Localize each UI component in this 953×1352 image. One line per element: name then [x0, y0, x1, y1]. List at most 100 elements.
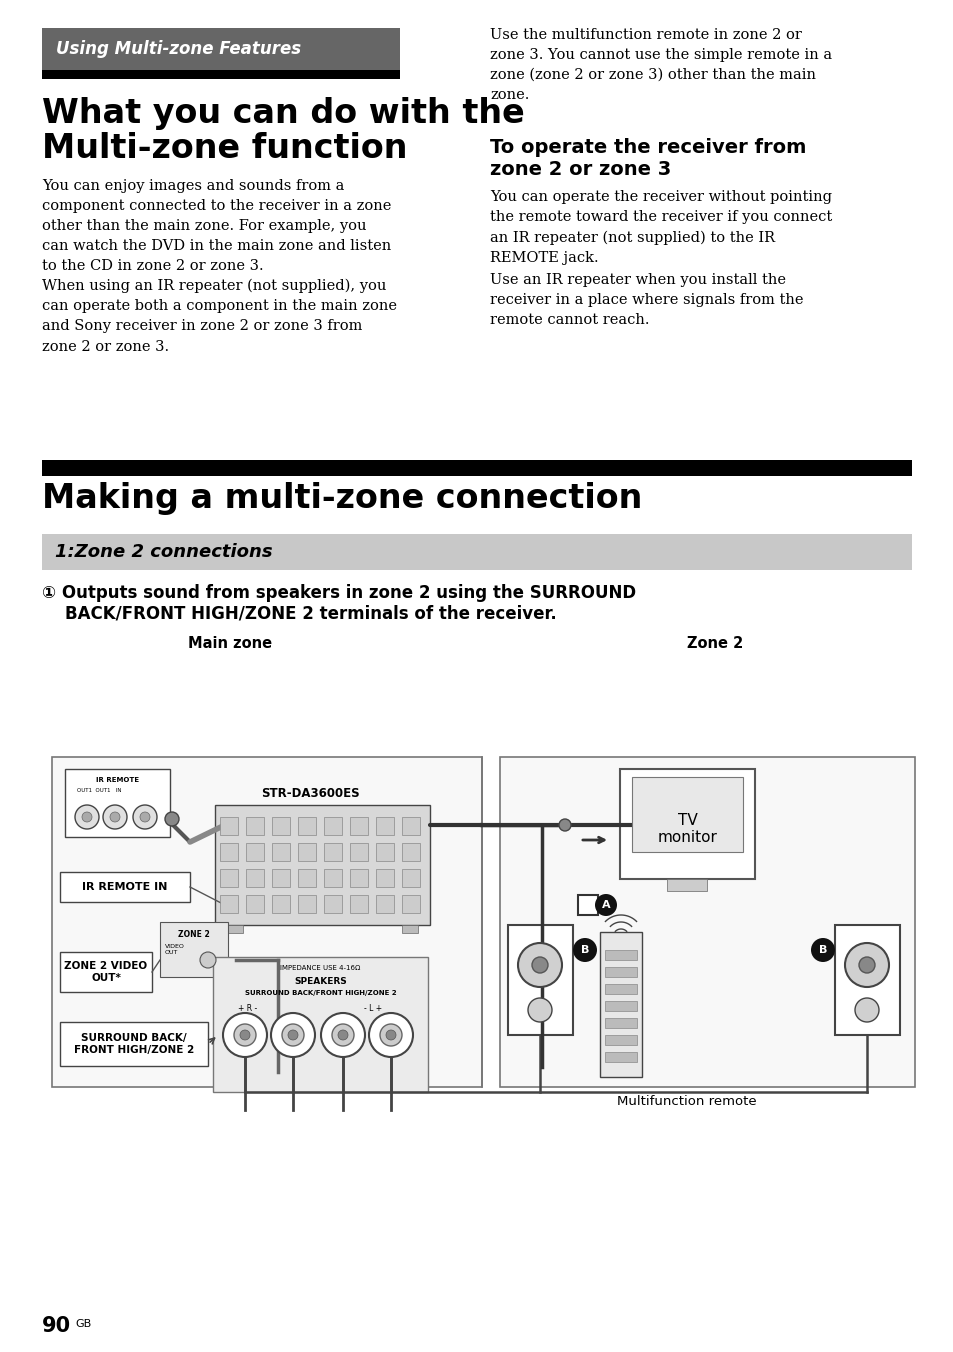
- Circle shape: [288, 1030, 297, 1040]
- Bar: [272, 895, 290, 913]
- Bar: [42, 534, 911, 571]
- Text: STR-DA3600ES: STR-DA3600ES: [260, 787, 359, 800]
- Text: SURROUND BACK/
FRONT HIGH/ZONE 2: SURROUND BACK/ FRONT HIGH/ZONE 2: [73, 1033, 193, 1055]
- Text: Use the multifunction remote in zone 2 or
zone 3. You cannot use the simple remo: Use the multifunction remote in zone 2 o…: [490, 28, 831, 103]
- Bar: [297, 869, 315, 887]
- Bar: [578, 895, 598, 915]
- Bar: [375, 895, 394, 913]
- Circle shape: [282, 1023, 304, 1046]
- Text: B: B: [818, 945, 826, 955]
- Bar: [60, 1022, 208, 1065]
- Bar: [604, 1018, 637, 1028]
- Circle shape: [337, 1030, 348, 1040]
- Text: You can enjoy images and sounds from a
component connected to the receiver in a : You can enjoy images and sounds from a c…: [42, 178, 391, 273]
- Text: 1:Zone 2 connections: 1:Zone 2 connections: [55, 544, 273, 561]
- Bar: [220, 869, 237, 887]
- Bar: [42, 460, 911, 476]
- Circle shape: [103, 804, 127, 829]
- Bar: [246, 817, 264, 836]
- Text: ZONE 2 VIDEO
OUT*: ZONE 2 VIDEO OUT*: [65, 961, 148, 983]
- Bar: [220, 895, 237, 913]
- Text: ZONE 2: ZONE 2: [178, 930, 210, 940]
- Bar: [324, 869, 341, 887]
- Text: Use an IR repeater when you install the
receiver in a place where signals from t: Use an IR repeater when you install the …: [490, 273, 802, 327]
- Bar: [350, 844, 368, 861]
- Circle shape: [320, 1013, 365, 1057]
- Bar: [324, 844, 341, 861]
- Circle shape: [240, 1030, 250, 1040]
- Bar: [42, 70, 399, 78]
- Text: 90: 90: [42, 1315, 71, 1336]
- Bar: [604, 984, 637, 994]
- Text: B: B: [580, 945, 589, 955]
- Bar: [272, 844, 290, 861]
- Circle shape: [595, 894, 617, 917]
- Bar: [350, 817, 368, 836]
- Circle shape: [140, 813, 150, 822]
- Bar: [220, 844, 237, 861]
- Bar: [246, 844, 264, 861]
- Bar: [350, 869, 368, 887]
- Text: zone 2 or zone 3: zone 2 or zone 3: [490, 160, 671, 178]
- Text: IR REMOTE: IR REMOTE: [96, 777, 139, 783]
- Bar: [604, 950, 637, 960]
- Bar: [214, 804, 430, 925]
- Bar: [604, 1000, 637, 1011]
- Bar: [604, 1052, 637, 1063]
- Text: IR REMOTE IN: IR REMOTE IN: [82, 882, 168, 892]
- Text: BACK/FRONT HIGH/ZONE 2 terminals of the receiver.: BACK/FRONT HIGH/ZONE 2 terminals of the …: [42, 604, 557, 622]
- Bar: [246, 869, 264, 887]
- Text: Zone 2: Zone 2: [686, 635, 742, 652]
- Text: Multi-zone function: Multi-zone function: [42, 132, 407, 165]
- Bar: [272, 869, 290, 887]
- Text: SURROUND BACK/FRONT HIGH/ZONE 2: SURROUND BACK/FRONT HIGH/ZONE 2: [244, 990, 395, 996]
- Circle shape: [573, 938, 597, 963]
- Bar: [60, 952, 152, 992]
- Bar: [65, 769, 170, 837]
- Circle shape: [110, 813, 120, 822]
- Bar: [666, 879, 706, 891]
- Circle shape: [82, 813, 91, 822]
- Circle shape: [517, 942, 561, 987]
- Bar: [834, 925, 899, 1036]
- Bar: [297, 844, 315, 861]
- Circle shape: [527, 998, 552, 1022]
- Bar: [401, 925, 417, 933]
- Bar: [499, 757, 914, 1087]
- Text: GB: GB: [75, 1320, 91, 1329]
- Text: IMPEDANCE USE 4-16Ω: IMPEDANCE USE 4-16Ω: [280, 965, 360, 971]
- Circle shape: [858, 957, 874, 973]
- Bar: [60, 872, 190, 902]
- Bar: [227, 925, 243, 933]
- Bar: [619, 769, 754, 879]
- Text: ① Outputs sound from speakers in zone 2 using the SURROUND: ① Outputs sound from speakers in zone 2 …: [42, 584, 636, 602]
- Text: Main zone: Main zone: [188, 635, 272, 652]
- Bar: [604, 1036, 637, 1045]
- Bar: [213, 957, 428, 1092]
- Text: SPEAKERS: SPEAKERS: [294, 977, 347, 986]
- Text: TV
monitor: TV monitor: [657, 813, 717, 845]
- Text: - L +: - L +: [363, 1005, 381, 1013]
- Text: A: A: [601, 900, 610, 910]
- Bar: [272, 817, 290, 836]
- Circle shape: [810, 938, 834, 963]
- Text: To operate the receiver from: To operate the receiver from: [490, 138, 805, 157]
- Circle shape: [271, 1013, 314, 1057]
- Circle shape: [844, 942, 888, 987]
- Circle shape: [132, 804, 157, 829]
- Text: Using Multi-zone Features: Using Multi-zone Features: [56, 41, 301, 58]
- Circle shape: [532, 957, 547, 973]
- Bar: [246, 895, 264, 913]
- Text: Multifunction remote: Multifunction remote: [617, 1095, 756, 1109]
- Circle shape: [165, 813, 179, 826]
- Text: OUT1  OUT1   IN: OUT1 OUT1 IN: [77, 788, 121, 794]
- Bar: [401, 844, 419, 861]
- Text: What you can do with the: What you can do with the: [42, 97, 524, 130]
- Bar: [324, 817, 341, 836]
- Text: VIDEO
OUT: VIDEO OUT: [165, 944, 185, 955]
- Bar: [350, 895, 368, 913]
- Bar: [604, 967, 637, 977]
- Bar: [507, 925, 573, 1036]
- Circle shape: [854, 998, 878, 1022]
- Bar: [42, 28, 399, 70]
